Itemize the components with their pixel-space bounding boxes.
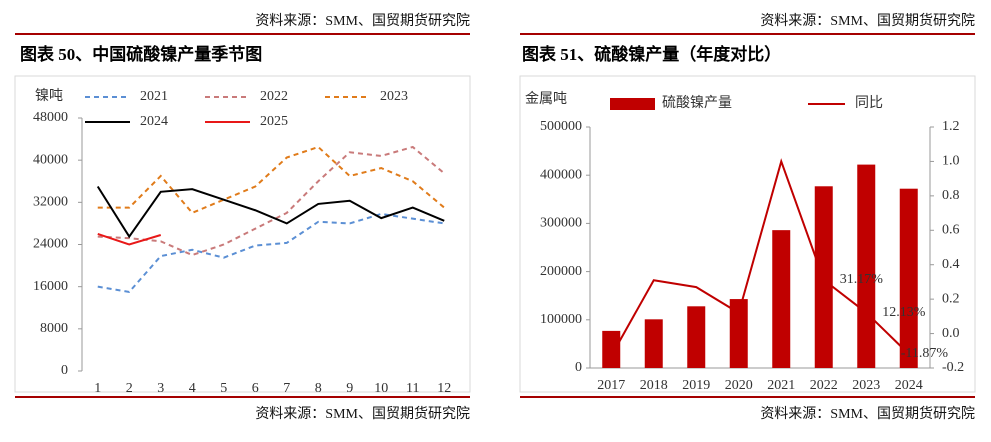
legend-swatch xyxy=(610,98,655,110)
y-tick-label: 32000 xyxy=(33,195,68,210)
source: 资料来源：SMM、国贸期货研究院 xyxy=(760,405,975,422)
bar xyxy=(644,319,663,368)
x-tick-label: 2024 xyxy=(895,378,923,393)
y2-tick-label: 0.0 xyxy=(942,326,960,341)
x-tick-label: 2022 xyxy=(810,378,838,393)
source: 资料来源：SMM、国贸期货研究院 xyxy=(255,12,470,29)
chart-frame xyxy=(14,75,471,393)
legend-label: 2025 xyxy=(260,114,288,129)
x-tick-label: 6 xyxy=(252,381,259,396)
y-tick-label: 0 xyxy=(575,360,582,375)
legend-label: 同比 xyxy=(855,95,883,111)
bar xyxy=(729,299,748,368)
series-line xyxy=(97,212,445,294)
y-tick-label: 200000 xyxy=(540,264,582,279)
x-tick-label: 5 xyxy=(220,381,227,396)
series-line xyxy=(96,185,445,239)
bar xyxy=(857,164,876,368)
y2-tick-label: 0.4 xyxy=(942,257,960,272)
y-tick-label: 500000 xyxy=(540,119,582,134)
yoy-line xyxy=(610,158,910,357)
chart-frame xyxy=(519,75,976,393)
x-tick-label: 8 xyxy=(315,381,322,396)
legend-label: 硫酸镍产量 xyxy=(662,95,732,111)
x-tick-label: 3 xyxy=(157,381,164,396)
y-tick-label: 48000 xyxy=(33,110,68,125)
y-tick-label: 400000 xyxy=(540,167,582,182)
y-axis-label: 金属吨 xyxy=(525,91,567,107)
x-tick-label: 2018 xyxy=(640,378,668,393)
legend-label: 2024 xyxy=(140,114,168,129)
x-tick-label: 2017 xyxy=(597,378,625,393)
bar xyxy=(687,306,706,368)
y2-tick-label: 0.8 xyxy=(942,188,960,203)
y2-tick-label: 0.6 xyxy=(942,223,960,238)
bar xyxy=(899,188,918,368)
y-tick-label: 40000 xyxy=(33,152,68,167)
data-label: -11.87% xyxy=(901,346,949,361)
x-tick-label: 2021 xyxy=(767,378,795,393)
x-tick-label: 11 xyxy=(406,381,419,396)
x-tick-label: 2 xyxy=(126,381,133,396)
y2-tick-label: -0.2 xyxy=(942,360,964,375)
x-tick-label: 7 xyxy=(283,381,290,396)
x-tick-label: 2020 xyxy=(725,378,753,393)
x-tick-label: 2023 xyxy=(852,378,880,393)
x-tick-label: 2019 xyxy=(682,378,710,393)
chart-title: 图表 51、硫酸镍产量（年度对比） xyxy=(522,44,781,64)
data-label: 31.17% xyxy=(840,272,884,287)
y-tick-label: 16000 xyxy=(33,279,68,294)
legend-label: 2021 xyxy=(140,89,168,104)
legend-label: 2023 xyxy=(380,89,408,104)
series-line xyxy=(97,145,445,257)
y-tick-label: 100000 xyxy=(540,312,582,327)
source: 资料来源：SMM、国贸期货研究院 xyxy=(255,405,470,422)
y-tick-label: 300000 xyxy=(540,216,582,231)
legend-label: 2022 xyxy=(260,89,288,104)
x-tick-label: 12 xyxy=(437,381,451,396)
y-tick-label: 24000 xyxy=(33,237,68,252)
data-label: 12.13% xyxy=(882,305,926,320)
x-tick-label: 10 xyxy=(374,381,388,396)
y-tick-label: 8000 xyxy=(40,321,68,336)
source: 资料来源：SMM、国贸期货研究院 xyxy=(760,12,975,29)
series-line xyxy=(97,233,162,246)
series-line xyxy=(97,145,445,215)
y2-tick-label: 1.0 xyxy=(942,154,960,169)
chart-title: 图表 50、中国硫酸镍产量季节图 xyxy=(20,44,262,64)
bar xyxy=(602,330,621,368)
y2-tick-label: 0.2 xyxy=(942,291,960,306)
bar xyxy=(772,230,791,368)
x-tick-label: 1 xyxy=(94,381,101,396)
y2-tick-label: 1.2 xyxy=(942,119,960,134)
y-axis-label: 镍吨 xyxy=(35,88,63,104)
y-tick-label: 0 xyxy=(61,363,68,378)
x-tick-label: 9 xyxy=(346,381,353,396)
x-tick-label: 4 xyxy=(189,381,196,396)
